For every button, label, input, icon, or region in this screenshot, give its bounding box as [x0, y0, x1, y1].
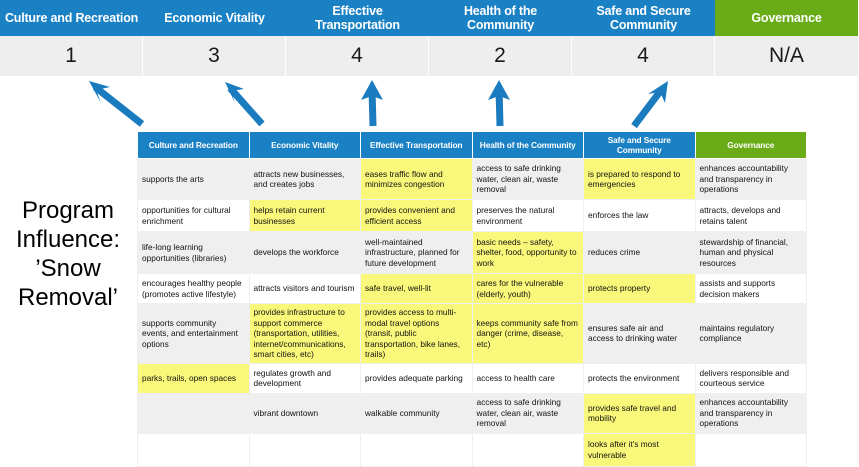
matrix-header-economic-vitality: Economic Vitality	[248, 131, 361, 159]
matrix-cell: opportunities for cultural enrichment	[137, 199, 250, 232]
score-header-effective-transportation: Effective Transportation	[286, 0, 429, 36]
matrix-cell: parks, trails, open spaces	[137, 362, 250, 394]
matrix-cell: cares for the vulnerable (elderly, youth…	[471, 273, 584, 304]
matrix-cell: keeps community safe from danger (crime,…	[471, 303, 584, 364]
score-column-effective-transportation: Effective Transportation 4	[286, 0, 429, 78]
table-row: looks after it's most vulnerable	[137, 432, 807, 467]
matrix-cell: access to health care	[471, 362, 584, 394]
matrix-cell: protects the environment	[583, 362, 696, 394]
matrix-header-governance: Governance	[694, 131, 807, 159]
score-value-safe-and-secure-community: 4	[572, 36, 715, 78]
matrix-cell	[137, 432, 250, 467]
score-header-safe-and-secure-community: Safe and Secure Community	[572, 0, 715, 36]
score-column-governance: Governance N/A	[715, 0, 858, 78]
matrix-cell: supports community events, and entertain…	[137, 303, 250, 364]
matrix-cell: helps retain current businesses	[248, 199, 361, 232]
score-header-culture-and-recreation: Culture and Recreation	[0, 0, 143, 36]
matrix-cell: attracts, develops and retains talent	[694, 199, 807, 232]
matrix-header-culture-and-recreation: Culture and Recreation	[137, 131, 250, 159]
matrix-cell: assists and supports decision makers	[694, 273, 807, 304]
matrix-cell	[360, 432, 473, 467]
score-header-governance: Governance	[715, 0, 858, 36]
arrow-up-left-2-shaft	[227, 85, 265, 127]
matrix-cell: access to safe drinking water, clean air…	[471, 392, 584, 434]
matrix-cell: protects property	[583, 273, 696, 304]
score-value-economic-vitality: 3	[143, 36, 286, 78]
program-influence-caption: Program Influence: ’Snow Removal’	[2, 196, 134, 312]
matrix-header-effective-transportation: Effective Transportation	[360, 131, 473, 159]
score-column-health-of-the-community: Health of the Community 2	[429, 0, 572, 78]
table-row: opportunities for cultural enrichment he…	[137, 199, 807, 232]
matrix-cell: develops the workforce	[248, 231, 361, 274]
matrix-cell: access to safe drinking water, clean air…	[471, 158, 584, 200]
outcomes-matrix-table: Culture and Recreation Economic Vitality…	[137, 131, 807, 467]
matrix-cell: preserves the natural environment	[471, 199, 584, 232]
score-header-economic-vitality: Economic Vitality	[143, 0, 286, 36]
arrow-up-4-icon	[488, 80, 510, 100]
matrix-cell: enhances accountability and transparency…	[694, 392, 807, 434]
matrix-cell: vibrant downtown	[248, 392, 361, 434]
score-band: Culture and Recreation 1 Economic Vitali…	[0, 0, 859, 78]
matrix-cell: reduces crime	[583, 231, 696, 274]
matrix-header-row: Culture and Recreation Economic Vitality…	[137, 131, 807, 159]
matrix-cell: well-maintained infrastructure, planned …	[360, 231, 473, 274]
arrow-up-left-1-shaft	[92, 84, 145, 127]
matrix-cell: eases traffic flow and minimizes congest…	[360, 158, 473, 200]
matrix-cell: maintains regulatory compliance	[694, 303, 807, 364]
arrow-up-left-1-icon	[89, 81, 110, 103]
score-value-health-of-the-community: 2	[429, 36, 572, 78]
matrix-cell: looks after it's most vulnerable	[583, 432, 696, 467]
caption-line-4: Removal’	[17, 284, 119, 311]
score-header-health-of-the-community: Health of the Community	[429, 0, 572, 36]
matrix-cell: basic needs – safety, shelter, food, opp…	[471, 231, 584, 274]
matrix-cell	[471, 432, 584, 467]
matrix-cell: encourages healthy people (promotes acti…	[137, 273, 250, 304]
matrix-cell: provides adequate parking	[360, 362, 473, 394]
matrix-header-safe-and-secure-community: Safe and Secure Community	[583, 131, 696, 159]
arrow-up-left-2-icon	[225, 82, 244, 103]
matrix-cell	[694, 432, 807, 467]
matrix-header-health-of-the-community: Health of the Community	[471, 131, 584, 159]
matrix-cell: provides safe travel and mobility	[583, 392, 696, 434]
matrix-cell: is prepared to respond to emergencies	[583, 158, 696, 200]
table-row: supports community events, and entertain…	[137, 303, 807, 364]
matrix-cell: attracts visitors and tourism	[248, 273, 361, 304]
caption-line-1: Program	[21, 197, 115, 224]
arrow-up-3-icon	[361, 80, 383, 100]
score-column-culture-and-recreation: Culture and Recreation 1	[0, 0, 143, 78]
matrix-cell: regulates growth and development	[248, 362, 361, 394]
matrix-cell: supports the arts	[137, 158, 250, 200]
matrix-cell	[137, 392, 250, 434]
matrix-cell: provides access to multi-modal travel op…	[360, 303, 473, 364]
matrix-cell: stewardship of financial, human and phys…	[694, 231, 807, 274]
score-value-culture-and-recreation: 1	[0, 36, 143, 78]
matrix-cell: attracts new businesses, and creates job…	[248, 158, 361, 200]
score-column-safe-and-secure-community: Safe and Secure Community 4	[572, 0, 715, 78]
table-row: encourages healthy people (promotes acti…	[137, 273, 807, 304]
table-row: parks, trails, open spaces regulates gro…	[137, 362, 807, 394]
matrix-cell: safe travel, well-lit	[360, 273, 473, 304]
matrix-cell: walkable community	[360, 392, 473, 434]
arrow-up-right-5-icon	[648, 81, 668, 103]
matrix-cell: ensures safe air and access to drinking …	[583, 303, 696, 364]
caption-line-3: ’Snow	[35, 255, 101, 282]
outcomes-matrix: Culture and Recreation Economic Vitality…	[137, 131, 807, 467]
arrow-up-right-5-shaft	[631, 86, 665, 129]
matrix-cell: delivers responsible and courteous servi…	[694, 362, 807, 394]
arrow-layer	[0, 76, 859, 132]
score-value-governance: N/A	[715, 36, 858, 78]
matrix-cell: provides convenient and efficient access	[360, 199, 473, 232]
caption-line-2: Influence:	[15, 226, 121, 253]
matrix-cell: enhances accountability and transparency…	[694, 158, 807, 200]
score-value-effective-transportation: 4	[286, 36, 429, 78]
matrix-cell: provides infrastructure to support comme…	[248, 303, 361, 364]
table-row: vibrant downtown walkable community acce…	[137, 392, 807, 434]
matrix-cell: life-long learning opportunities (librar…	[137, 231, 250, 274]
table-row: life-long learning opportunities (librar…	[137, 231, 807, 274]
matrix-cell	[248, 432, 361, 467]
table-row: supports the arts attracts new businesse…	[137, 158, 807, 200]
matrix-cell: enforces the law	[583, 199, 696, 232]
score-column-economic-vitality: Economic Vitality 3	[143, 0, 286, 78]
